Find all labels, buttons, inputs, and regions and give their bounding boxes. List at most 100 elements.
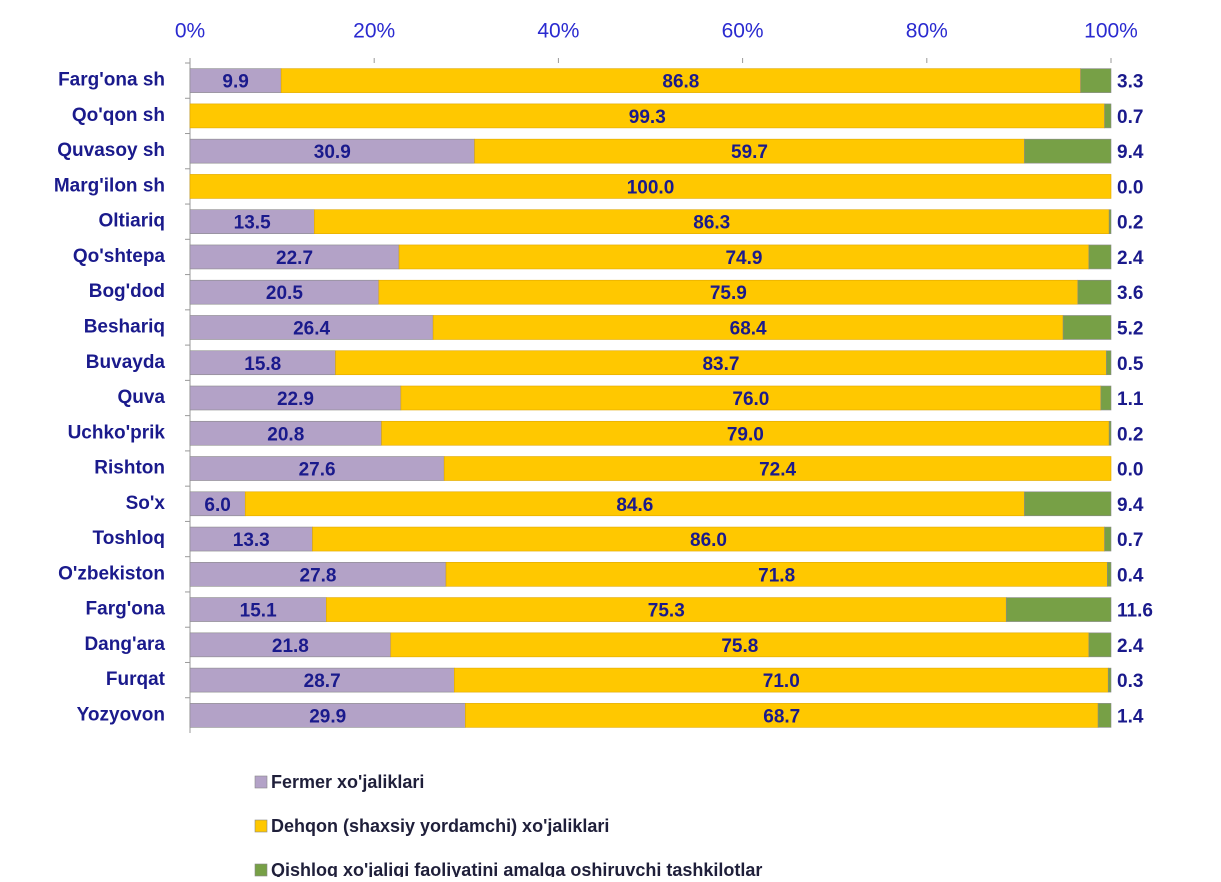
data-label: 76.0	[732, 389, 769, 410]
bar-segment	[244, 491, 1025, 517]
data-label: 15.1	[240, 601, 277, 622]
data-label: 26.4	[293, 318, 330, 339]
data-label: 3.6	[1117, 283, 1143, 304]
bar-segment	[1104, 103, 1112, 129]
bar-segment	[1077, 279, 1112, 305]
data-label: 71.8	[758, 565, 795, 586]
data-label: 0.0	[1117, 177, 1143, 198]
category-label: Buvayda	[86, 352, 166, 373]
category-label: Qo'qon sh	[72, 105, 165, 126]
bar-segment	[189, 491, 246, 517]
x-tick-label: 100%	[1084, 20, 1138, 43]
bar-segment	[1108, 420, 1112, 446]
bar-segment	[454, 667, 1109, 693]
data-label: 74.9	[725, 248, 762, 269]
bar-segment	[189, 597, 327, 622]
data-label: 59.7	[731, 142, 768, 163]
bar-segment	[381, 420, 1110, 446]
data-label: 20.5	[266, 283, 303, 304]
category-label: Farg'ona sh	[58, 70, 165, 91]
data-label: 86.3	[693, 213, 730, 234]
bar-segment	[432, 315, 1064, 340]
bar-segment	[390, 632, 1090, 658]
x-tick-label: 80%	[906, 20, 948, 43]
data-label: 99.3	[629, 107, 666, 128]
bar-segment	[189, 138, 475, 164]
bar-segment	[189, 562, 447, 587]
category-label: Bog'dod	[89, 281, 165, 302]
data-label: 22.9	[277, 389, 314, 410]
data-label: 22.7	[276, 248, 313, 269]
bar-segment	[398, 244, 1090, 270]
data-label: 0.7	[1117, 530, 1143, 551]
data-label: 84.6	[616, 495, 653, 516]
data-label: 13.3	[233, 530, 270, 551]
bar-segment	[1100, 385, 1112, 411]
data-label: 20.8	[267, 424, 304, 445]
bar-segment	[189, 68, 282, 93]
data-label: 0.5	[1117, 354, 1144, 375]
category-label: Quvasoy sh	[57, 140, 165, 161]
data-label: 0.3	[1117, 671, 1143, 692]
data-label: 9.4	[1117, 142, 1144, 163]
data-label: 0.2	[1117, 213, 1143, 234]
data-label: 2.4	[1117, 248, 1144, 269]
data-label: 1.1	[1117, 389, 1144, 410]
data-label: 75.9	[710, 283, 747, 304]
data-label: 3.3	[1117, 72, 1143, 93]
data-label: 21.8	[272, 636, 309, 657]
bar-segment	[378, 279, 1079, 305]
data-label: 6.0	[204, 495, 230, 516]
legend-label: Dehqon (shaxsiy yordamchi) xo'jaliklari	[271, 816, 609, 836]
bar-segment	[189, 385, 402, 411]
bar-segment	[335, 350, 1107, 376]
category-label: Dang'ara	[84, 634, 165, 655]
data-label: 27.6	[299, 460, 336, 481]
category-label: Quva	[117, 387, 165, 408]
category-label: Oltiariq	[98, 211, 165, 232]
bar-segment	[443, 456, 1112, 481]
x-tick-label: 20%	[353, 20, 395, 43]
data-label: 1.4	[1117, 706, 1144, 727]
data-label: 28.7	[304, 671, 341, 692]
data-label: 13.5	[234, 213, 271, 234]
legend-label: Fermer xo'jaliklari	[271, 772, 424, 792]
data-label: 79.0	[727, 424, 764, 445]
bar-segment	[1108, 209, 1112, 234]
category-label: O'zbekiston	[58, 563, 165, 584]
data-label: 9.9	[222, 72, 248, 93]
bar-segment	[400, 385, 1102, 411]
category-label: Rishton	[94, 458, 165, 479]
category-label: Yozyovon	[77, 704, 165, 725]
category-label: Qo'shtepa	[73, 246, 166, 267]
data-label: 0.0	[1117, 460, 1143, 481]
data-label: 68.7	[763, 706, 800, 727]
legend-swatch	[254, 819, 268, 833]
bar-segment	[445, 562, 1108, 587]
bar-segment	[465, 703, 1099, 728]
data-label: 71.0	[763, 671, 800, 692]
bar-segment	[1024, 138, 1112, 164]
category-label: Marg'ilon sh	[54, 175, 165, 196]
bar-segment	[314, 209, 1110, 234]
data-label: 9.4	[1117, 495, 1144, 516]
bar-segment	[1107, 562, 1112, 587]
bar-segment	[1080, 68, 1112, 93]
bar-segment	[189, 667, 455, 693]
category-label: Toshloq	[93, 528, 165, 549]
data-label: 75.8	[721, 636, 758, 657]
bar-segment	[280, 68, 1081, 93]
bar-segment	[189, 315, 434, 340]
bar-segment	[474, 138, 1025, 164]
data-label: 75.3	[648, 601, 685, 622]
category-label: Uchko'prik	[68, 422, 166, 443]
bar-segment	[1107, 667, 1112, 693]
data-label: 0.4	[1117, 565, 1144, 586]
bar-segment	[1106, 350, 1112, 376]
data-label: 29.9	[309, 706, 346, 727]
category-label: Beshariq	[84, 316, 165, 337]
bar-segment	[1088, 244, 1112, 270]
bar-segment	[1088, 632, 1112, 658]
x-tick-label: 0%	[175, 20, 205, 43]
